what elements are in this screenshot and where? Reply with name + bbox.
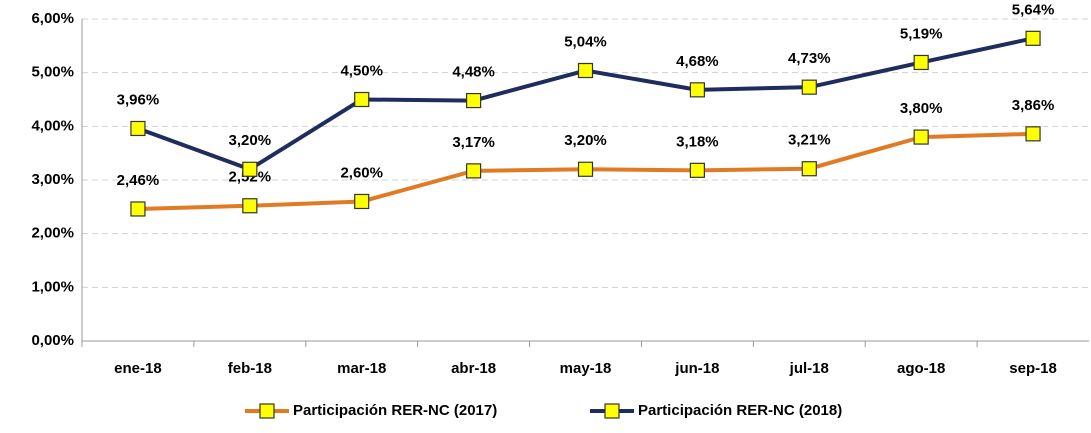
y-tick-label: 3,00% bbox=[31, 171, 74, 188]
legend-label: Participación RER-NC (2017) bbox=[293, 402, 497, 419]
x-tick-label: ago-18 bbox=[897, 360, 945, 377]
legend-marker bbox=[259, 403, 275, 419]
marker bbox=[1025, 30, 1041, 46]
x-tick-label: mar-18 bbox=[337, 360, 386, 377]
y-tick-label: 5,00% bbox=[31, 64, 74, 81]
marker bbox=[689, 162, 705, 178]
data-label: 3,21% bbox=[788, 132, 831, 149]
data-label: 5,64% bbox=[1012, 1, 1055, 18]
marker bbox=[801, 161, 817, 177]
marker bbox=[801, 79, 817, 95]
x-tick-label: abr-18 bbox=[451, 360, 496, 377]
data-label: 3,96% bbox=[117, 91, 160, 108]
marker bbox=[689, 82, 705, 98]
data-label: 3,20% bbox=[564, 132, 607, 149]
x-tick-label: jul-18 bbox=[789, 360, 829, 377]
data-label: 5,04% bbox=[564, 33, 607, 50]
x-tick-label: jun-18 bbox=[674, 360, 719, 377]
series-line bbox=[137, 36, 1034, 172]
y-tick-label: 0,00% bbox=[31, 332, 74, 349]
x-tick-label: feb-18 bbox=[228, 360, 272, 377]
marker bbox=[1025, 126, 1041, 142]
y-tick-label: 4,00% bbox=[31, 117, 74, 134]
data-label: 4,48% bbox=[452, 64, 495, 81]
data-label: 3,18% bbox=[676, 133, 719, 150]
data-label: 4,50% bbox=[340, 62, 383, 79]
data-label: 3,80% bbox=[900, 100, 943, 117]
x-tick-label: may-18 bbox=[560, 360, 612, 377]
x-tick-label: ene-18 bbox=[114, 360, 162, 377]
marker bbox=[130, 201, 146, 217]
y-tick-label: 6,00% bbox=[31, 10, 74, 27]
marker bbox=[242, 161, 258, 177]
data-label: 3,20% bbox=[229, 132, 272, 149]
data-label: 3,17% bbox=[452, 134, 495, 151]
marker bbox=[577, 161, 594, 177]
marker bbox=[130, 120, 146, 137]
marker bbox=[354, 91, 370, 108]
marker bbox=[354, 193, 370, 210]
data-label: 2,46% bbox=[117, 172, 160, 189]
data-label: 5,19% bbox=[900, 25, 943, 42]
y-tick-label: 2,00% bbox=[31, 225, 74, 242]
marker bbox=[242, 198, 258, 214]
data-label: 4,73% bbox=[788, 50, 831, 67]
data-label: 3,86% bbox=[1012, 97, 1055, 114]
marker bbox=[577, 62, 594, 79]
data-label: 4,68% bbox=[676, 53, 719, 70]
data-label: 2,52% bbox=[229, 169, 272, 186]
marker bbox=[466, 92, 482, 109]
marker bbox=[913, 129, 929, 145]
legend-marker bbox=[604, 403, 620, 419]
legend-label: Participación RER-NC (2018) bbox=[638, 402, 842, 419]
y-tick-label: 1,00% bbox=[31, 278, 74, 295]
marker bbox=[913, 54, 929, 71]
data-label: 2,60% bbox=[340, 164, 383, 181]
x-tick-label: sep-18 bbox=[1009, 360, 1057, 377]
marker bbox=[466, 163, 482, 179]
